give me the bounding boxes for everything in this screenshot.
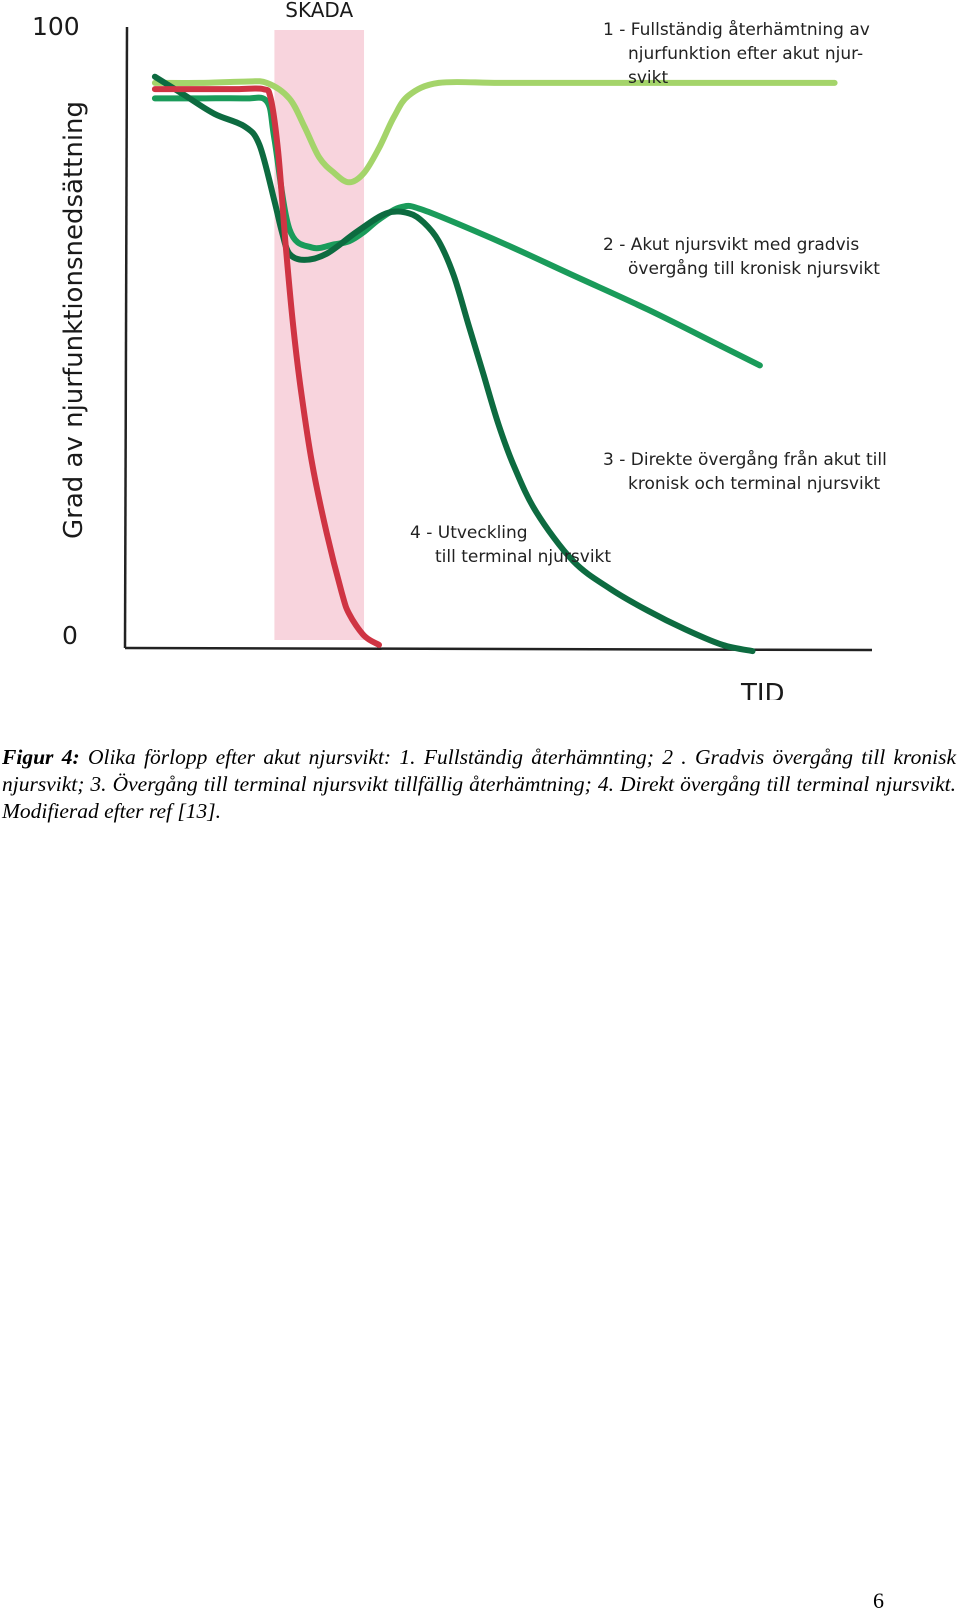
annotation-4: 4 - Utveckling till terminal njursvikt [410, 523, 611, 567]
page-number: 6 [873, 1588, 884, 1613]
figure-caption-label: Figur 4: [2, 744, 80, 769]
injury-band-label: SKADA [285, 0, 353, 22]
annotation-2: 2 - Akut njursvikt med gradvis övergång … [603, 235, 880, 279]
series-line-s2 [151, 94, 763, 369]
y-tick-label-min: 0 [62, 621, 78, 650]
y-tick-label-max: 100 [32, 12, 80, 41]
figure-caption-text: Olika förlopp efter akut njursvikt: 1. F… [2, 744, 956, 823]
annotation-3: 3 - Direkte övergång från akut till kron… [603, 449, 892, 494]
annotation-3-line-1: 3 - Direkte övergång från akut till [603, 449, 887, 470]
annotation-4-line-2: till terminal njursvikt [435, 547, 611, 567]
x-axis-label: TID [740, 679, 785, 700]
series-line-s1 [151, 78, 838, 186]
annotation-2-line-2: övergång till kronisk njursvikt [628, 258, 880, 279]
series-line-s4 [151, 85, 382, 648]
annotation-1-line-1: 1 - Fullständig återhämtning av [603, 19, 870, 40]
injury-band [274, 30, 365, 640]
annotation-4-line-1: 4 - Utveckling [410, 523, 528, 543]
y-axis-line [123, 26, 129, 649]
chart: SKADA 100 0 Grad av njurfunktionsnedsätt… [32, 0, 892, 700]
annotation-3-line-2: kronisk och terminal njursvikt [628, 474, 881, 494]
injury-band-layer [274, 30, 365, 640]
y-axis-label: Grad av njurfunktionsnedsättning [59, 101, 89, 539]
annotation-1-line-2: njurfunktion efter akut njur- [628, 44, 863, 64]
annotation-1-line-3: svikt [628, 68, 668, 88]
series-line-s3 [151, 73, 756, 655]
annotation-2-line-1: 2 - Akut njursvikt med gradvis [603, 235, 859, 255]
series-layer [151, 73, 838, 655]
figure-caption: Figur 4: Olika förlopp efter akut njursv… [2, 744, 956, 825]
annotation-1: 1 - Fullständig återhämtning av njurfunk… [603, 19, 875, 88]
x-axis-line [124, 646, 873, 652]
